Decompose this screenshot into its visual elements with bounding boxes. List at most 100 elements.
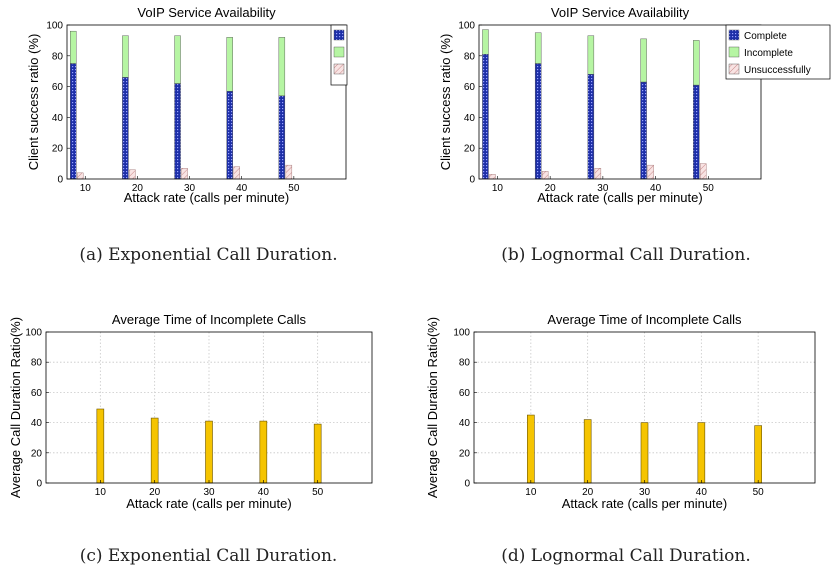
chart-title: VoIP Service Availability	[137, 5, 276, 20]
y-tick-label: 60	[31, 388, 43, 399]
bar-avg	[640, 422, 649, 484]
plot-area	[67, 25, 346, 179]
legend-swatch-unsuccessful	[333, 63, 345, 75]
bar-complete	[174, 83, 181, 180]
bar-avg	[96, 408, 105, 484]
bar-unsuccessful	[285, 164, 293, 180]
caption-d: (d) Lognormal Call Duration.	[501, 546, 751, 566]
chart-title: Average Time of Incomplete Calls	[112, 312, 307, 327]
x-tick-label: 10	[80, 183, 92, 194]
plot-group: 0 20 40 60 80 100 10 20 30 40 50 Average Time of In…	[8, 312, 373, 511]
bar-incomplete	[482, 29, 489, 55]
y-tick-label: 20	[31, 448, 43, 459]
x-tick-label: 20	[582, 487, 594, 498]
x-tick-label: 30	[639, 487, 651, 498]
x-tick-label: 40	[258, 487, 270, 498]
x-tick-label: 40	[696, 487, 708, 498]
bar-avg	[583, 419, 592, 484]
chart-title: VoIP Service Availability	[551, 5, 690, 20]
bar-incomplete	[122, 35, 129, 78]
y-axis-label: Average Call Duration Ratio(%)	[8, 317, 23, 498]
caption-c: (c) Exponential Call Duration.	[79, 546, 338, 566]
axes-frame	[66, 24, 347, 180]
bar-incomplete	[278, 37, 286, 97]
legend-swatch-incomplete	[333, 46, 345, 58]
y-tick-label: 40	[464, 113, 476, 124]
caption-b: (b) Lognormal Call Duration.	[501, 245, 751, 265]
bar-unsuccessful	[233, 166, 240, 180]
x-tick-label: 20	[149, 487, 161, 498]
bar-incomplete	[587, 35, 595, 75]
bar-incomplete	[534, 32, 542, 64]
figure-b: 0 20 40 60 80 100 10 20 30 40 50 VoIP Service Avail…	[417, 0, 835, 280]
bar-avg	[205, 420, 213, 484]
y-tick-label: 0	[36, 479, 42, 490]
y-axis-label: Client success ratio (%)	[438, 34, 453, 171]
bar-complete	[226, 91, 233, 180]
x-axis-label: Attack rate (calls per minute)	[126, 496, 291, 511]
bar-incomplete	[174, 35, 181, 84]
y-tick-label: 100	[458, 21, 475, 32]
y-tick-label: 40	[52, 113, 64, 124]
y-tick-label: 60	[459, 388, 471, 399]
chart-a: 0 20 40 60 80 100 10 20 30 40 50 VoIP Service Avail…	[26, 5, 348, 205]
x-tick-label: 40	[650, 183, 662, 194]
bar-avg	[313, 423, 322, 484]
x-tick-label: 20	[132, 183, 144, 194]
bar-unsuccessful	[541, 171, 549, 180]
figure-a: 0 20 40 60 80 100 10 20 30 40 50 VoIP Service Avail…	[0, 0, 417, 280]
y-tick-label: 60	[464, 82, 476, 93]
bar-avg	[259, 420, 268, 484]
y-tick-label: 100	[25, 328, 42, 339]
bar-complete	[640, 81, 647, 180]
x-axis-label: Attack rate (calls per minute)	[124, 190, 289, 205]
bar-unsuccessful	[700, 163, 707, 180]
x-tick-label: 50	[753, 487, 765, 498]
bar-unsuccessful	[129, 169, 136, 180]
y-tick-label: 20	[459, 448, 471, 459]
bar-incomplete	[640, 38, 647, 83]
chart-title: Average Time of Incomplete Calls	[547, 312, 742, 327]
y-tick-label: 80	[464, 51, 476, 62]
y-tick-label: 40	[459, 418, 471, 429]
y-tick-label: 80	[459, 358, 471, 369]
x-tick-label: 30	[597, 183, 609, 194]
plot-area	[479, 25, 761, 179]
chart-c: 0 20 40 60 80 100 10 20 30 40 50 Average Time of In…	[8, 312, 373, 511]
bar-complete	[278, 95, 286, 180]
bar-incomplete	[693, 40, 700, 86]
bar-incomplete	[70, 30, 77, 64]
bar-avg	[150, 417, 159, 484]
y-axis-label: Average Call Duration Ratio(%)	[425, 317, 440, 498]
plot-group: 0 20 40 60 80 100 10 20 30 40 50 Average Time of In…	[425, 312, 816, 511]
bar-complete	[534, 63, 542, 180]
y-tick-label: 80	[31, 358, 43, 369]
x-tick-label: 10	[492, 183, 504, 194]
bar-unsuccessful	[647, 164, 654, 180]
y-axis-label: Client success ratio (%)	[26, 34, 41, 171]
y-tick-label: 60	[52, 82, 64, 93]
chart-b: 0 20 40 60 80 100 10 20 30 40 50 VoIP Service Avail…	[438, 5, 831, 205]
x-tick-label: 30	[184, 183, 196, 194]
bar-unsuccessful	[489, 174, 496, 180]
bar-unsuccessful	[181, 168, 188, 180]
legend-swatch-complete	[728, 29, 740, 41]
x-tick-label: 10	[525, 487, 537, 498]
y-tick-label: 0	[464, 479, 470, 490]
x-tick-label: 10	[95, 487, 107, 498]
figure-c: 0 20 40 60 80 100 10 20 30 40 50 Average Time of In…	[0, 296, 417, 578]
y-tick-label: 40	[31, 418, 43, 429]
bar-incomplete	[226, 37, 233, 92]
legend-swatch-unsuccessful	[728, 63, 740, 75]
bar-complete	[587, 74, 595, 180]
bar-avg	[697, 422, 706, 484]
y-tick-label: 0	[57, 175, 63, 186]
y-tick-label: 0	[469, 175, 475, 186]
figure-d: 0 20 40 60 80 100 10 20 30 40 50 Average Time of In…	[417, 296, 835, 578]
y-tick-label: 20	[464, 144, 476, 155]
bar-complete	[482, 54, 489, 180]
legend-label-unsuccessful: Unsuccessfully	[744, 65, 811, 76]
y-tick-label: 100	[453, 328, 470, 339]
bar-complete	[693, 84, 700, 180]
y-tick-label: 80	[52, 51, 64, 62]
